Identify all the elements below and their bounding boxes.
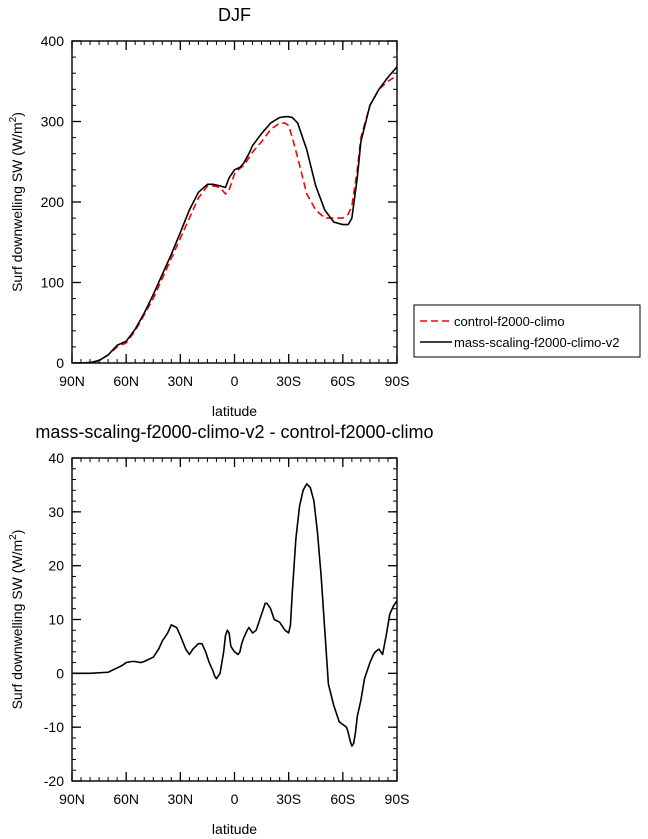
legend-label: mass-scaling-f2000-climo-v2 bbox=[454, 335, 619, 350]
x-tick-label: 90N bbox=[59, 373, 85, 389]
x-tick-label: 60N bbox=[113, 373, 139, 389]
legend-box bbox=[413, 304, 641, 358]
y-tick-label: -20 bbox=[44, 773, 64, 789]
chart-djf: DJF 90N 60N 30N 0 30S 60S 90S 0 100 200 300 400 latit… bbox=[8, 5, 641, 419]
x-tick-label: 90N bbox=[59, 791, 85, 807]
series-line-difference bbox=[72, 483, 397, 747]
y-axis-label: Surf downwelling SW (W/m2) bbox=[8, 530, 25, 710]
y-tick-label: -10 bbox=[44, 719, 64, 735]
x-axis-label: latitude bbox=[212, 403, 257, 419]
y-tick-label: 200 bbox=[41, 194, 65, 210]
x-tick-label: 0 bbox=[231, 791, 239, 807]
y-tick-label: 400 bbox=[41, 33, 65, 49]
x-tick-label: 30S bbox=[276, 791, 301, 807]
x-tick-label: 0 bbox=[231, 373, 239, 389]
plot-frame bbox=[71, 457, 398, 782]
series-line-mass-scaling-f2000-climo-v2 bbox=[72, 66, 397, 363]
x-axis-label: latitude bbox=[212, 821, 257, 837]
x-tick-label: 30S bbox=[276, 373, 301, 389]
chart-difference: mass-scaling-f2000-climo-v2 - control-f2… bbox=[8, 422, 434, 837]
legend-label: control-f2000-climo bbox=[454, 314, 565, 329]
x-tick-label: 30N bbox=[167, 373, 193, 389]
x-tick-label: 30N bbox=[167, 791, 193, 807]
y-tick-label: 0 bbox=[56, 665, 64, 681]
chart-title: mass-scaling-f2000-climo-v2 - control-f2… bbox=[35, 422, 433, 442]
x-tick-label: 90S bbox=[385, 373, 410, 389]
y-tick-label: 30 bbox=[48, 504, 64, 520]
x-tick-label: 60N bbox=[113, 791, 139, 807]
y-tick-label: 20 bbox=[48, 558, 64, 574]
y-tick-label: 300 bbox=[41, 114, 65, 130]
series-line-control-f2000-climo bbox=[72, 74, 397, 363]
y-tick-label: 40 bbox=[48, 450, 64, 466]
chart-title: DJF bbox=[218, 5, 251, 25]
y-tick-label: 0 bbox=[56, 355, 64, 371]
y-tick-label: 10 bbox=[48, 612, 64, 628]
x-tick-label: 90S bbox=[385, 791, 410, 807]
legend: control-f2000-climo mass-scaling-f2000-cl… bbox=[413, 304, 641, 358]
x-tick-label: 60S bbox=[330, 791, 355, 807]
y-tick-label: 100 bbox=[41, 275, 65, 291]
plot-frame bbox=[71, 40, 398, 364]
x-tick-label: 60S bbox=[330, 373, 355, 389]
y-axis-label: Surf downwelling SW (W/m2) bbox=[8, 112, 25, 292]
